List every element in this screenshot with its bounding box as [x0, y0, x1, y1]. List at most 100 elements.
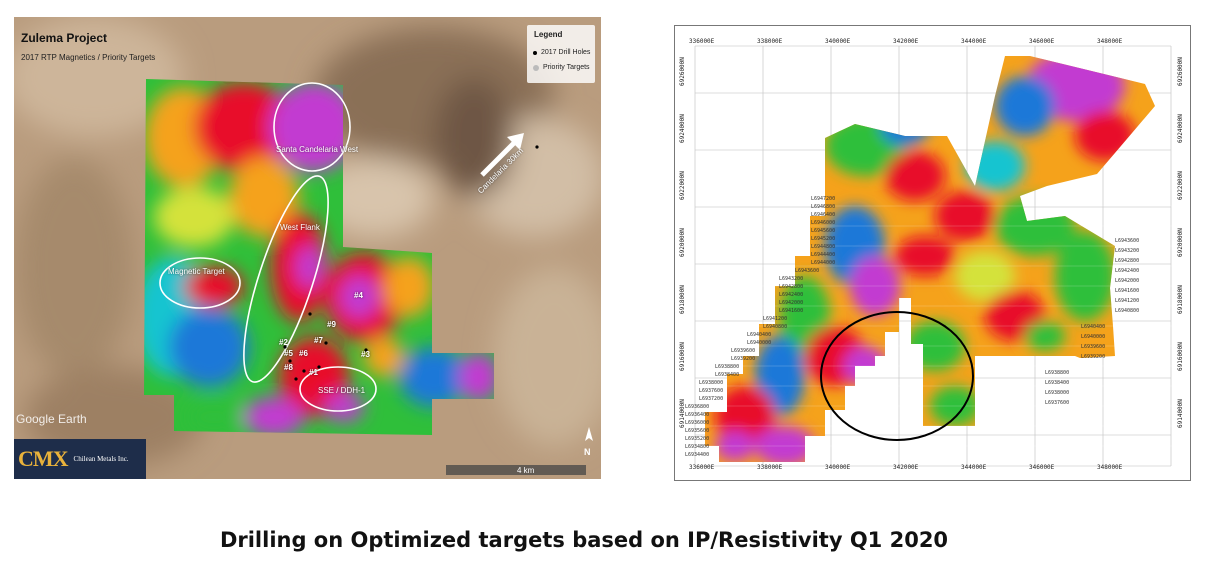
north-label: N: [584, 447, 591, 457]
right-map-canvas: [694, 45, 1175, 467]
drill-hole-label: #5: [284, 349, 293, 358]
x-coord-label-bottom: 340000E: [825, 464, 851, 471]
survey-line-label: L6936000: [685, 420, 710, 426]
x-coord-label-bottom: 336000E: [689, 464, 715, 471]
drill-hole-label: #6: [299, 349, 308, 358]
drill-hole-label: #4: [354, 291, 363, 300]
survey-line-label-right: L6938400: [1045, 380, 1070, 386]
survey-line-label-right: L6941200: [1115, 298, 1140, 304]
survey-line-label: L6944000: [811, 260, 836, 266]
x-coord-label: 348000E: [1097, 38, 1123, 45]
y-coord-label: 6916000N: [679, 342, 686, 371]
survey-line-label-right: L6940800: [1115, 308, 1140, 314]
legend-title: Legend: [534, 30, 563, 39]
y-coord-label: 6918000N: [679, 285, 686, 314]
survey-line-label-right: L6942400: [1115, 268, 1140, 274]
y-coord-label-right: 6914000N: [1177, 399, 1184, 428]
survey-line-label-right: L6938800: [1045, 370, 1070, 376]
x-coord-label: 340000E: [825, 38, 851, 45]
survey-line-label: L6945600: [811, 228, 836, 234]
survey-line-label: L6946800: [811, 204, 836, 210]
north-arrow-icon: [585, 427, 593, 441]
survey-line-label: L6940800: [763, 324, 788, 330]
survey-line-label: L6939600: [731, 348, 756, 354]
x-coord-label: 344000E: [961, 38, 987, 45]
gray-dot-icon: [533, 64, 539, 71]
survey-line-label: L6934400: [685, 452, 710, 458]
survey-line-label-right: L6942800: [1115, 258, 1140, 264]
drill-hole-dots: [283, 145, 539, 381]
survey-line-label-right: L6941600: [1115, 288, 1140, 294]
survey-line-label: L6943200: [779, 276, 804, 282]
survey-line-label: L6937200: [699, 396, 724, 402]
drilling-target-circle: [820, 311, 974, 441]
survey-line-label-right: L6937600: [1045, 400, 1070, 406]
survey-line-label: L6940400: [747, 332, 772, 338]
survey-line-label: L6942000: [779, 300, 804, 306]
x-coord-label-bottom: 346000E: [1029, 464, 1055, 471]
slide-caption: Drilling on Optimized targets based on I…: [219, 528, 949, 552]
map-subtitle: 2017 RTP Magnetics / Priority Targets: [21, 53, 156, 62]
survey-line-label: L6937600: [699, 388, 724, 394]
survey-line-label: L6936800: [685, 404, 710, 410]
drill-hole-label: #2: [279, 338, 288, 347]
y-coord-label-right: 6926000N: [1177, 57, 1184, 86]
label-sse: SSE / DDH-1: [318, 386, 366, 395]
legend-label: Priority Targets: [543, 64, 590, 71]
cmx-logo: CMX Chilean Metals Inc.: [14, 439, 146, 479]
drill-hole-label: #8: [284, 363, 293, 372]
y-coord-label-right: 6918000N: [1177, 285, 1184, 314]
right-map-ip-resistivity: 336000E 338000E 340000E 342000E 344000E …: [674, 25, 1191, 481]
target-outline-santa-candelaria: [273, 82, 351, 172]
survey-line-label: L6936400: [685, 412, 710, 418]
magnetics-heatmap: [144, 79, 494, 435]
x-coord-label: 336000E: [689, 38, 715, 45]
drill-hole-label: #9: [327, 320, 336, 329]
legend-item-drill-holes: 2017 Drill Holes: [533, 49, 590, 56]
survey-line-label: L6941200: [763, 316, 788, 322]
survey-line-label-right: L6939600: [1081, 344, 1106, 350]
survey-lines: [705, 205, 1175, 447]
drill-hole-label: #7: [314, 336, 323, 345]
x-coord-label-bottom: 344000E: [961, 464, 987, 471]
survey-line-label: L6944800: [811, 244, 836, 250]
scale-label: 4 km: [517, 466, 535, 475]
x-coord-label: 346000E: [1029, 38, 1055, 45]
survey-line-label: L6944400: [811, 252, 836, 258]
legend: Legend 2017 Drill Holes Priority Targets: [527, 25, 595, 83]
target-outline-west-flank: [243, 175, 329, 383]
x-coord-label-bottom: 338000E: [757, 464, 783, 471]
survey-line-label: L6945200: [811, 236, 836, 242]
x-coord-label: 338000E: [757, 38, 783, 45]
survey-line-label: L6939200: [731, 356, 756, 362]
x-coord-label: 342000E: [893, 38, 919, 45]
black-dot-icon: [533, 50, 537, 55]
survey-line-label: L6943600: [795, 268, 820, 274]
survey-line-label-right: L6939200: [1081, 354, 1106, 360]
company-name: Chilean Metals Inc.: [73, 455, 129, 463]
scale-bar: [446, 465, 586, 475]
survey-line-label: L6935200: [685, 436, 710, 442]
label-west-flank: West Flank: [280, 223, 320, 232]
survey-line-label: L6941600: [779, 308, 804, 314]
survey-line-label-right: L6942000: [1115, 278, 1140, 284]
google-earth-watermark: Google Earth: [16, 412, 87, 426]
target-outline-magnetic: [159, 257, 241, 309]
survey-line-label-right: L6938000: [1045, 390, 1070, 396]
left-map-magnetics: Zulema Project 2017 RTP Magnetics / Prio…: [14, 17, 601, 479]
survey-line-label: L6938800: [715, 364, 740, 370]
y-coord-label-right: 6916000N: [1177, 342, 1184, 371]
survey-line-label-right: L6943200: [1115, 248, 1140, 254]
legend-item-priority-targets: Priority Targets: [533, 64, 590, 71]
legend-label: 2017 Drill Holes: [541, 49, 591, 56]
y-coord-label-right: 6922000N: [1177, 171, 1184, 200]
drill-hole-label: #1: [309, 368, 318, 377]
survey-line-label-right: L6940400: [1081, 324, 1106, 330]
y-coord-label: 6926000N: [679, 57, 686, 86]
survey-line-label: L6935600: [685, 428, 710, 434]
survey-line-label: L6942800: [779, 284, 804, 290]
y-coord-label-right: 6924000N: [1177, 114, 1184, 143]
y-coord-label-right: 6920000N: [1177, 228, 1184, 257]
survey-line-label: L6947200: [811, 196, 836, 202]
survey-line-label-right: L6943600: [1115, 238, 1140, 244]
